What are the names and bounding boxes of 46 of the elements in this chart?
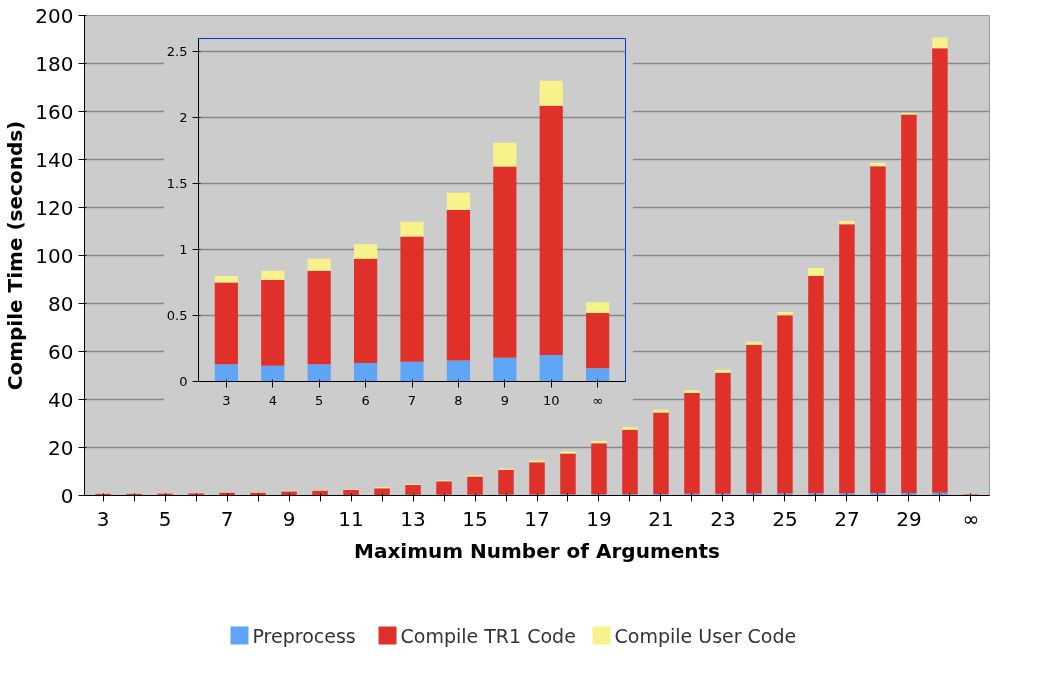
- x-tick-label: 13: [400, 506, 426, 531]
- x-tick-label: ∞: [592, 392, 604, 408]
- x-tick-label: 17: [524, 506, 550, 531]
- x-tick-label: 15: [462, 506, 488, 531]
- x-tick-label: 4: [268, 392, 277, 408]
- legend-label: Compile User Code: [614, 624, 797, 647]
- x-axis-title: Maximum Number of Arguments: [354, 538, 720, 563]
- y-tick-label: 140: [35, 147, 74, 172]
- y-axis-title: Compile Time (seconds): [3, 120, 28, 391]
- x-tick-label: 9: [500, 392, 509, 408]
- x-tick-label: 19: [586, 506, 612, 531]
- x-tick-label: 11: [338, 506, 364, 531]
- x-tick-label: 27: [834, 506, 860, 531]
- x-tick-label: 9: [282, 506, 296, 531]
- y-tick-label: 40: [48, 387, 74, 412]
- y-tick-label: 0: [179, 374, 188, 389]
- y-tick-label: 2.5: [166, 44, 188, 60]
- y-tick-label: 160: [35, 99, 74, 124]
- x-tick-label: 7: [220, 506, 234, 531]
- y-tick-label: 60: [48, 339, 74, 364]
- x-tick-label: 23: [710, 506, 736, 531]
- x-tick-label: 3: [96, 506, 110, 531]
- y-tick-label: 100: [35, 243, 74, 268]
- y-tick-label: 200: [35, 3, 74, 28]
- x-tick-label: 5: [315, 392, 324, 408]
- x-tick-label: 25: [772, 506, 798, 531]
- y-tick-label: 1: [179, 242, 188, 258]
- x-tick-label: 8: [454, 392, 463, 408]
- legend-label: Compile TR1 Code: [400, 624, 576, 647]
- y-tick-label: 180: [35, 51, 74, 76]
- x-tick-label: 3: [222, 392, 231, 408]
- x-tick-label: ∞: [962, 506, 980, 531]
- y-tick-label: 80: [48, 291, 74, 316]
- y-tick-label: 120: [35, 195, 74, 220]
- y-tick-label: 0.5: [166, 308, 188, 324]
- x-tick-label: 10: [542, 392, 560, 408]
- x-tick-label: 6: [361, 392, 370, 408]
- x-tick-label: 29: [896, 506, 922, 531]
- y-tick-label: 0: [60, 483, 74, 508]
- y-tick-label: 2: [179, 110, 188, 126]
- x-tick-label: 7: [407, 392, 417, 408]
- y-tick-label: 1.5: [166, 176, 188, 192]
- x-tick-label: 5: [158, 506, 172, 531]
- legend-label: Preprocess: [252, 624, 356, 647]
- x-tick-label: 21: [648, 506, 674, 531]
- y-tick-label: 20: [48, 435, 74, 460]
